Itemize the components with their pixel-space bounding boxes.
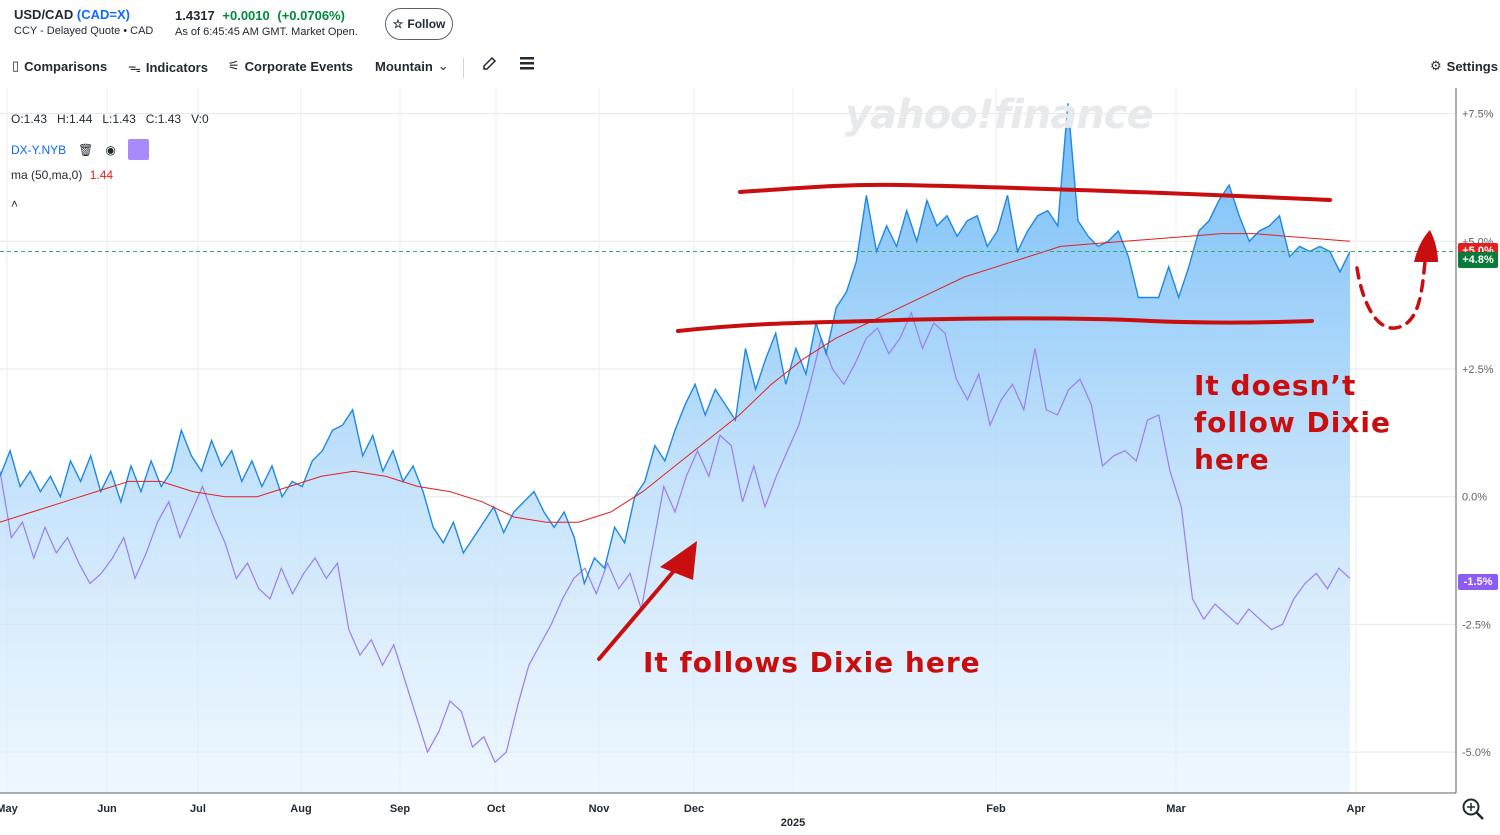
x-tick-label: Nov: [589, 803, 611, 815]
annotation-line-1: It doesn’t: [1194, 369, 1357, 402]
dixie-arrow-head: [660, 541, 697, 580]
forecast-arrow-curve: [1355, 260, 1427, 330]
lower-support-line: [676, 316, 1314, 333]
dxy-line: [0, 311, 1351, 764]
annotation-follows: It follows Dixie here: [643, 646, 981, 679]
x-tick-label: Sep: [390, 803, 410, 815]
quote-subtitle: CCY - Delayed Quote • CAD: [14, 25, 154, 37]
follow-label: Follow: [407, 17, 446, 31]
collapse-legend-button[interactable]: ˄: [11, 197, 18, 211]
watermark-logo: yahoo!finance: [845, 92, 1154, 138]
comparison-price-pill: -1.5%: [1458, 574, 1498, 590]
y-tick-label: -2.5%: [1462, 619, 1491, 631]
price-line: 1.4317 +0.0010 (+0.0706%): [175, 8, 345, 23]
corporate-events-button[interactable]: ⚟ Corporate Events: [228, 58, 353, 74]
annotation-line-2: follow Dixie: [1194, 406, 1391, 439]
star-icon: ☆: [392, 17, 404, 31]
as-of-time: As of 6:45:45 AM GMT. Market Open.: [175, 26, 358, 38]
y-tick-label: +2.5%: [1462, 364, 1494, 376]
indicators-button[interactable]: ᯓ Indicators: [128, 58, 208, 76]
menu-button[interactable]: [519, 55, 535, 72]
comparison-legend: DX-Y.NYB 🗑 ◉: [11, 139, 149, 160]
chart-type-label: Mountain: [375, 58, 433, 74]
trash-icon[interactable]: 🗑: [78, 142, 94, 157]
toolbar-divider: [463, 58, 464, 78]
symbol-ticker[interactable]: (CAD=X): [76, 7, 130, 22]
price-change: +0.0010: [222, 8, 270, 23]
forecast-arrow-head: [1414, 230, 1438, 262]
symbol-name: USD/CAD: [14, 7, 74, 22]
chevron-up-icon: ˄: [11, 197, 19, 211]
hamburger-icon: [520, 57, 534, 70]
ma-legend: ma (50,ma,0) 1.44: [11, 168, 113, 182]
symbol-title: USD/CAD (CAD=X): [14, 7, 130, 22]
current-price-pill: +4.8%: [1458, 252, 1498, 268]
x-axis-labels: May Jun Jul Aug Sep Oct Nov Dec Feb Mar Apr 2025: [0, 803, 1366, 829]
price-value: 1.4317: [175, 8, 215, 23]
settings-label: Settings: [1446, 58, 1498, 74]
x-tick-label: Jun: [97, 803, 117, 815]
comparisons-icon: ▯: [12, 58, 20, 73]
chevron-down-icon: ⌄: [437, 58, 449, 73]
x-tick-label: Dec: [684, 803, 704, 815]
chart-type-dropdown[interactable]: Mountain ⌄: [375, 58, 449, 74]
ma-value: 1.44: [89, 168, 114, 182]
zoom-icon[interactable]: [1460, 796, 1486, 822]
comparisons-label: Comparisons: [24, 58, 108, 74]
annotation-doesnt-follow: It doesn’t follow Dixie here: [1194, 367, 1391, 478]
draw-button[interactable]: [481, 55, 498, 72]
corporate-events-label: Corporate Events: [244, 58, 354, 74]
x-tick-label: Mar: [1166, 803, 1186, 815]
x-year-label: 2025: [781, 817, 805, 829]
follow-button[interactable]: ☆ Follow: [385, 8, 453, 40]
cadx-line: [0, 103, 1351, 586]
quote-header: USD/CAD (CAD=X) CCY - Delayed Quote • CA…: [0, 0, 1500, 48]
eye-icon[interactable]: ◉: [105, 142, 116, 157]
comparisons-button[interactable]: ▯ Comparisons: [12, 58, 107, 74]
x-tick-label: Feb: [986, 803, 1006, 815]
y-tick-label: +7.5%: [1462, 109, 1494, 121]
hand-drawn-annotations: [597, 182, 1438, 661]
x-tick-label: Oct: [487, 803, 506, 815]
annotation-line-3: here: [1194, 443, 1270, 476]
x-tick-label: May: [0, 803, 19, 815]
indicators-label: Indicators: [145, 59, 208, 75]
comparison-color-swatch[interactable]: [127, 139, 149, 160]
comparison-symbol[interactable]: DX-Y.NYB: [11, 142, 67, 157]
ma-label: ma (50,ma,0): [11, 168, 83, 182]
events-icon: ⚟: [228, 58, 240, 73]
price-change-pct: (+0.0706%): [277, 8, 345, 23]
ma-line: [0, 233, 1351, 523]
settings-button[interactable]: ⚙ Settings: [1430, 58, 1498, 74]
y-tick-label: 0.0%: [1462, 492, 1487, 504]
ohlc-readout: O:1.43 H:1.44 L:1.43 C:1.43 V:0: [11, 112, 209, 126]
cadx-area: [0, 103, 1350, 794]
y-tick-label: -5.0%: [1462, 747, 1491, 759]
pencil-icon: [483, 56, 497, 70]
upper-resistance-line: [738, 182, 1332, 202]
x-tick-label: Jul: [190, 803, 206, 815]
y-axis-labels: +7.5%+5.0%+2.5%0.0%-2.5%-5.0%: [1462, 109, 1494, 760]
chart-toolbar: ▯ Comparisons ᯓ Indicators ⚟ Corporate E…: [0, 48, 1500, 88]
indicators-icon: ᯓ: [128, 60, 141, 75]
x-tick-label: Aug: [290, 803, 311, 815]
x-tick-label: Apr: [1347, 803, 1367, 815]
gear-icon: ⚙: [1430, 58, 1442, 73]
